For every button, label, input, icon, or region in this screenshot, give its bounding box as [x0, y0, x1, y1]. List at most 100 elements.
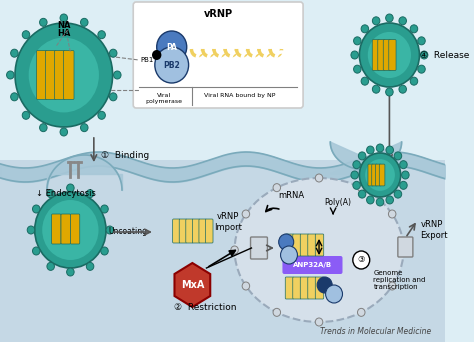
FancyBboxPatch shape [368, 164, 374, 186]
Circle shape [67, 268, 74, 276]
FancyBboxPatch shape [283, 256, 343, 274]
Circle shape [326, 285, 343, 303]
FancyBboxPatch shape [251, 237, 267, 259]
Circle shape [157, 31, 187, 63]
Ellipse shape [235, 178, 403, 322]
Circle shape [376, 144, 384, 152]
Circle shape [420, 51, 428, 59]
Circle shape [354, 37, 361, 45]
FancyBboxPatch shape [315, 277, 324, 299]
Text: Viral RNA bound by NP: Viral RNA bound by NP [204, 93, 275, 98]
Circle shape [109, 93, 117, 101]
Text: ↓ Endocytosis: ↓ Endocytosis [36, 189, 96, 198]
FancyBboxPatch shape [300, 277, 309, 299]
FancyBboxPatch shape [173, 219, 180, 243]
Circle shape [351, 171, 358, 179]
FancyBboxPatch shape [398, 237, 413, 257]
Circle shape [359, 153, 401, 197]
Circle shape [81, 18, 88, 26]
Circle shape [358, 152, 366, 160]
Circle shape [15, 23, 113, 127]
FancyBboxPatch shape [52, 214, 61, 244]
Text: PB1: PB1 [141, 57, 154, 63]
Circle shape [10, 93, 18, 101]
Circle shape [357, 184, 365, 192]
Circle shape [33, 205, 40, 213]
Circle shape [152, 50, 161, 60]
Text: Trends in Molecular Medicine: Trends in Molecular Medicine [320, 327, 432, 336]
Circle shape [399, 17, 406, 25]
Circle shape [22, 111, 30, 119]
FancyBboxPatch shape [179, 219, 187, 243]
Circle shape [365, 159, 395, 191]
Text: NA: NA [57, 21, 71, 30]
Circle shape [86, 262, 94, 271]
FancyBboxPatch shape [192, 219, 200, 243]
FancyBboxPatch shape [55, 51, 65, 100]
FancyBboxPatch shape [64, 51, 74, 100]
Circle shape [98, 111, 105, 119]
Circle shape [386, 146, 393, 154]
Circle shape [81, 124, 88, 132]
Circle shape [359, 23, 419, 87]
Circle shape [401, 171, 409, 179]
Circle shape [388, 210, 396, 218]
Text: MxA: MxA [181, 280, 204, 290]
Circle shape [67, 184, 74, 192]
Circle shape [418, 37, 425, 45]
Circle shape [7, 71, 14, 79]
FancyBboxPatch shape [186, 219, 193, 243]
Circle shape [33, 247, 40, 255]
FancyBboxPatch shape [46, 51, 56, 100]
FancyBboxPatch shape [308, 277, 316, 299]
Circle shape [60, 14, 68, 22]
Text: ①  Binding: ① Binding [101, 150, 150, 159]
Circle shape [101, 247, 108, 255]
Polygon shape [330, 142, 401, 174]
Circle shape [366, 196, 374, 204]
Circle shape [27, 226, 35, 234]
Circle shape [155, 47, 189, 83]
Circle shape [361, 77, 369, 85]
Circle shape [399, 85, 406, 93]
Circle shape [315, 174, 323, 182]
Text: Uncoating: Uncoating [108, 227, 147, 237]
FancyBboxPatch shape [308, 234, 316, 256]
Circle shape [273, 308, 281, 316]
Circle shape [353, 161, 360, 169]
Polygon shape [174, 263, 210, 307]
FancyBboxPatch shape [372, 164, 377, 186]
Circle shape [279, 234, 294, 250]
Text: Poly(A): Poly(A) [324, 198, 351, 207]
Circle shape [400, 161, 407, 169]
Circle shape [386, 14, 393, 22]
Text: HA: HA [57, 29, 71, 38]
Circle shape [410, 25, 418, 33]
Circle shape [114, 71, 121, 79]
Text: ④  Release: ④ Release [420, 51, 470, 60]
Circle shape [366, 146, 374, 154]
Circle shape [22, 31, 30, 39]
FancyBboxPatch shape [206, 219, 213, 243]
Circle shape [28, 38, 99, 113]
Circle shape [86, 189, 94, 198]
Circle shape [47, 262, 55, 271]
Circle shape [358, 190, 366, 198]
FancyBboxPatch shape [0, 160, 445, 342]
Circle shape [386, 196, 393, 204]
Circle shape [400, 246, 407, 254]
Circle shape [368, 32, 411, 78]
Text: Genome
replication and
transcription: Genome replication and transcription [374, 270, 426, 290]
Circle shape [242, 282, 250, 290]
Circle shape [242, 210, 250, 218]
Text: ③: ③ [357, 255, 365, 264]
FancyBboxPatch shape [378, 40, 385, 70]
FancyBboxPatch shape [389, 40, 396, 70]
Circle shape [361, 25, 369, 33]
Circle shape [353, 181, 360, 189]
Circle shape [400, 181, 407, 189]
Text: PB2: PB2 [164, 61, 180, 69]
FancyBboxPatch shape [293, 277, 301, 299]
Circle shape [315, 318, 323, 326]
Circle shape [98, 31, 105, 39]
